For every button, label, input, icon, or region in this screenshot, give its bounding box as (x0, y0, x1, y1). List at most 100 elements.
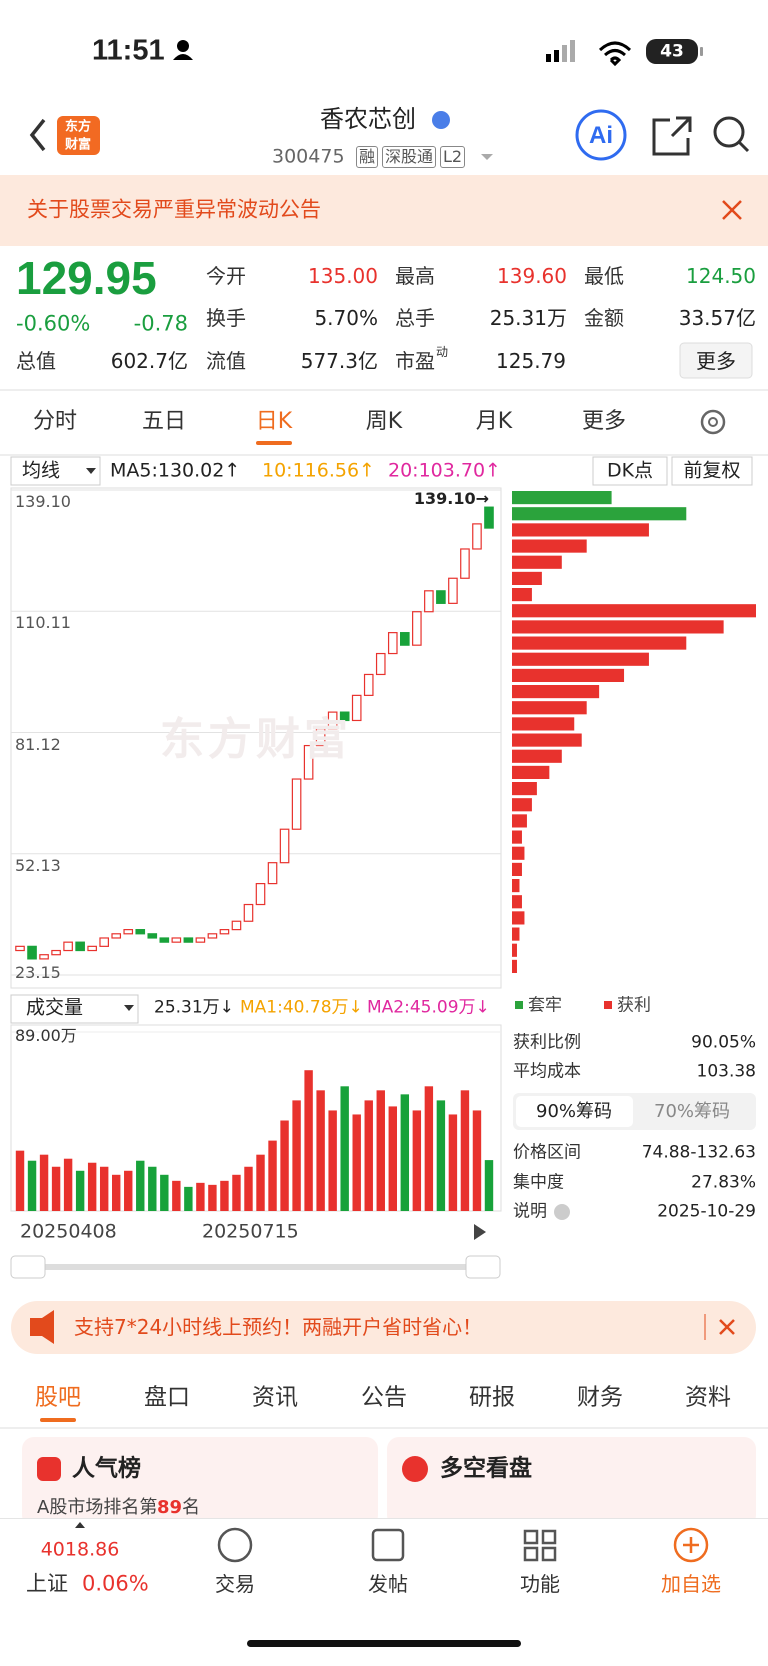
candle (327, 711, 338, 730)
section-tab[interactable]: 资讯 (252, 1384, 298, 1411)
close-button[interactable] (719, 1319, 735, 1335)
notice-bar[interactable] (0, 175, 768, 246)
search-button[interactable] (713, 116, 745, 148)
volume-bar (112, 1174, 121, 1211)
chip-value: 74.88-132.63 (641, 1142, 756, 1163)
period-tab[interactable]: 周K (365, 409, 403, 434)
candle (291, 778, 302, 830)
section-tab[interactable]: 公告 (361, 1384, 407, 1411)
more-button[interactable]: 更多 (696, 349, 736, 373)
chip-bar (512, 668, 625, 682)
card-title[interactable]: 多空看盘 (440, 1455, 532, 1482)
dropdown-icon (86, 468, 96, 474)
volume-bar (232, 1174, 241, 1211)
chip-tab-active[interactable] (516, 1096, 633, 1127)
card-title[interactable]: 人气榜 (72, 1455, 141, 1482)
more-button[interactable] (679, 342, 753, 379)
adjust-button[interactable]: 前复权 (683, 459, 741, 482)
home-indicator (247, 1640, 521, 1647)
candle (484, 506, 494, 529)
chip-bar (512, 588, 532, 602)
index-value[interactable]: 4018.86 (40, 1538, 120, 1561)
wifi-icon (598, 41, 632, 67)
chip-tab[interactable]: 70%筹码 (653, 1101, 731, 1122)
card[interactable] (387, 1437, 756, 1527)
change-pct: -0.60% (16, 311, 91, 336)
settings-icon (708, 417, 718, 427)
volume-select[interactable]: 成交量 (26, 996, 84, 1019)
ad-bar[interactable] (11, 1301, 756, 1354)
play-button[interactable] (474, 1224, 486, 1240)
scroll-handle[interactable] (10, 1255, 46, 1279)
nav-item[interactable]: 加自选 (661, 1572, 721, 1596)
nav-item[interactable]: 交易 (215, 1572, 255, 1596)
section-tab[interactable]: 资料 (685, 1384, 731, 1411)
stat-value: 139.60 (497, 264, 567, 288)
close-button[interactable] (722, 200, 742, 220)
indicator-select[interactable] (10, 456, 101, 486)
chip-value: 103.38 (696, 1061, 756, 1082)
date-label: 20250715 (202, 1220, 299, 1243)
period-tab[interactable]: 月K (475, 409, 513, 434)
adjust-button[interactable] (671, 456, 753, 486)
volume-bar (448, 1114, 458, 1211)
last-price: 129.95 (16, 252, 157, 304)
ad-text[interactable]: 支持7*24小时线上预约！两融开户省时省心！ (74, 1315, 483, 1339)
candle (111, 933, 122, 939)
legend-swatch (515, 1001, 523, 1009)
kline-frame (10, 487, 502, 989)
info-icon[interactable] (554, 1204, 570, 1220)
volume-bar (412, 1110, 422, 1211)
scroll-handle[interactable] (465, 1255, 501, 1279)
stock-code: 300475 (272, 145, 345, 168)
speaker-icon (30, 1310, 54, 1344)
card-rank: 89 (157, 1497, 183, 1518)
notice-text[interactable]: 关于股票交易严重异常波动公告 (27, 197, 321, 222)
volume-bar (388, 1106, 397, 1211)
stat-label-sup: 动 (436, 345, 449, 359)
section-tab[interactable]: 股吧 (35, 1384, 81, 1411)
chip-tab[interactable]: 90%筹码 (535, 1101, 613, 1122)
nav-item[interactable]: 发帖 (368, 1572, 408, 1596)
card[interactable] (22, 1437, 378, 1527)
candle (147, 933, 158, 939)
volume-bar (184, 1186, 193, 1211)
chip-bar (512, 895, 522, 909)
volume-bar (208, 1184, 217, 1211)
chip-bar (512, 830, 522, 844)
expand-icon[interactable] (75, 1522, 85, 1528)
volume-bar (196, 1182, 205, 1211)
volume-select[interactable] (10, 994, 139, 1024)
settings-button[interactable] (700, 409, 726, 435)
volume-bar (99, 1166, 109, 1211)
watermark: 东方财富 (160, 714, 352, 765)
share-button[interactable] (652, 116, 692, 156)
candle (279, 828, 290, 864)
period-tab[interactable]: 五日 (141, 409, 187, 434)
section-tab[interactable]: 财务 (577, 1384, 623, 1411)
ma-value: MA5:130.02↑ (110, 459, 241, 482)
dropdown-icon[interactable] (481, 154, 493, 160)
indicator-name[interactable]: 均线 (22, 459, 61, 482)
period-tab[interactable]: 分时 (32, 409, 78, 434)
section-tab[interactable]: 盘口 (144, 1384, 190, 1411)
chip-bar (512, 765, 550, 779)
back-button[interactable] (29, 118, 46, 152)
chip-label: 平均成本 (513, 1061, 581, 1082)
nav-item[interactable]: 功能 (520, 1572, 560, 1596)
chip-bar (512, 733, 582, 747)
volume-bar (124, 1170, 133, 1211)
chip-bar (512, 814, 527, 828)
period-tab[interactable]: 日K (255, 409, 293, 434)
volume-bar (172, 1180, 181, 1211)
ai-button[interactable] (575, 109, 627, 161)
candle (207, 933, 218, 939)
section-tab[interactable]: 研报 (469, 1384, 515, 1411)
period-tab[interactable]: 更多 (581, 409, 627, 434)
candle (171, 937, 182, 943)
candle (123, 929, 134, 935)
stat-label: 流值 (206, 349, 246, 373)
dk-button[interactable] (592, 456, 668, 486)
dk-button[interactable]: DK点 (606, 459, 654, 482)
